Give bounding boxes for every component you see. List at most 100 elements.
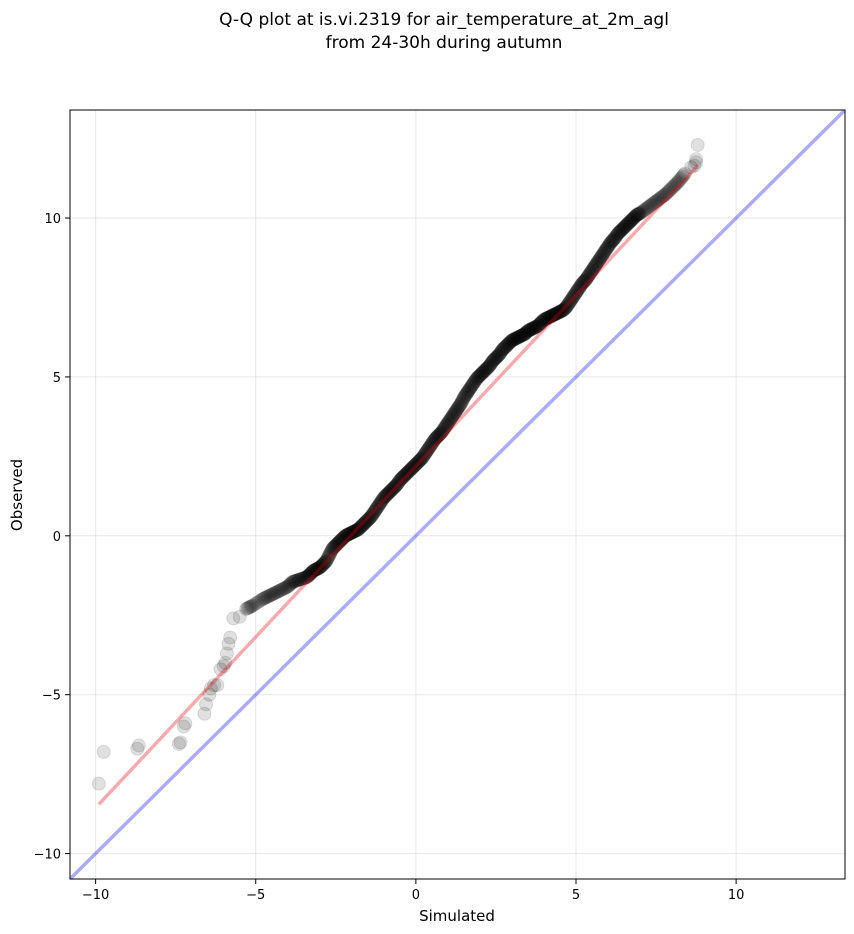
data-point-dense [346,524,361,539]
data-point-dense [637,203,652,218]
data-point-dense [400,465,415,480]
data-point-dense [339,528,354,543]
data-point-dense [555,303,570,318]
data-point [495,342,510,357]
data-point-dense [479,361,494,376]
data-point-dense [243,599,258,614]
data-point-dense [426,434,441,449]
data-point-dense [568,286,583,301]
data-point [591,253,606,268]
data-point-dense [420,443,435,458]
data-point-dense [570,283,585,298]
x-tick-label: −5 [246,888,265,903]
data-point-dense [445,409,460,424]
data-point-dense [541,310,556,325]
data-point-dense [273,583,288,598]
data-point [218,655,233,670]
data-point-dense [494,343,509,358]
data-point-dense [336,530,351,545]
data-point-dense [587,259,602,274]
data-point [328,538,343,553]
data-point-dense [425,435,440,450]
data-point-dense [473,367,488,382]
data-point-dense [653,191,668,206]
data-point-dense [481,359,496,374]
data-point-dense [493,345,508,360]
data-point-dense [435,424,450,439]
data-point-dense [432,427,447,442]
data-point-dense [569,284,584,299]
data-point-dense [565,291,580,306]
data-point-dense [263,588,278,603]
data-point-dense [655,189,670,204]
data-point-dense [390,477,405,492]
data-point [421,441,436,456]
data-point-dense [624,213,639,228]
data-point-dense [248,596,263,611]
data-point-dense [311,561,326,576]
data-point-dense [421,442,436,457]
y-tick-label: 10 [44,212,61,227]
data-point-dense [668,177,683,192]
data-point-dense [475,365,490,380]
data-point-dense [574,277,589,292]
data-point-dense [395,470,410,485]
data-point [367,504,382,519]
data-point-dense [474,366,489,381]
x-tick-label: 10 [728,888,745,903]
data-point [203,681,218,696]
data-point-dense [667,178,682,193]
data-point-dense [427,433,442,448]
data-point-dense [400,465,415,480]
data-point-dense [333,534,348,549]
data-point-dense [497,340,512,355]
data-point [575,276,590,291]
data-point-dense [443,412,458,427]
data-point-dense [521,323,536,338]
data-point-dense [630,207,645,222]
data-point-dense [354,518,369,533]
data-point-dense [533,316,548,331]
data-point-dense [526,321,541,336]
data-point-dense [487,351,502,366]
data-point-dense [467,375,482,390]
data-point [617,220,632,235]
data-point [613,223,628,238]
data-point [689,155,704,170]
data-point-dense [369,501,384,516]
data-point [450,401,465,416]
data-point-dense [522,323,537,338]
data-point-dense [643,198,658,213]
data-point-dense [382,485,397,500]
data-point [633,206,648,221]
data-point-dense [516,327,531,342]
data-point-dense [448,404,463,419]
data-point-dense [625,212,640,227]
data-point-dense [525,321,540,336]
data-point-dense [313,560,328,575]
data-point-dense [468,373,483,388]
chart-title-line-1: Q-Q plot at is.vi.2319 for air_temperatu… [219,10,669,30]
data-point-dense [306,563,321,578]
data-point-dense [363,510,378,525]
data-point-dense [550,305,565,320]
data-point-dense [276,581,291,596]
data-point-dense [323,545,338,560]
data-point-dense [620,216,635,231]
data-point-dense [516,327,531,342]
data-point-dense [453,397,468,412]
data-point-dense [260,589,275,604]
data-point-dense [301,569,316,584]
data-point [690,137,705,152]
data-point-dense [413,453,428,468]
data-point-dense [615,221,630,236]
data-point [594,249,609,264]
data-point-dense [553,304,568,319]
data-point-dense [478,362,493,377]
data-point-dense [676,167,691,182]
data-point-dense [603,235,618,250]
data-point [376,490,391,505]
data-point [460,385,475,400]
data-point-dense [349,523,364,538]
data-point [626,211,641,226]
